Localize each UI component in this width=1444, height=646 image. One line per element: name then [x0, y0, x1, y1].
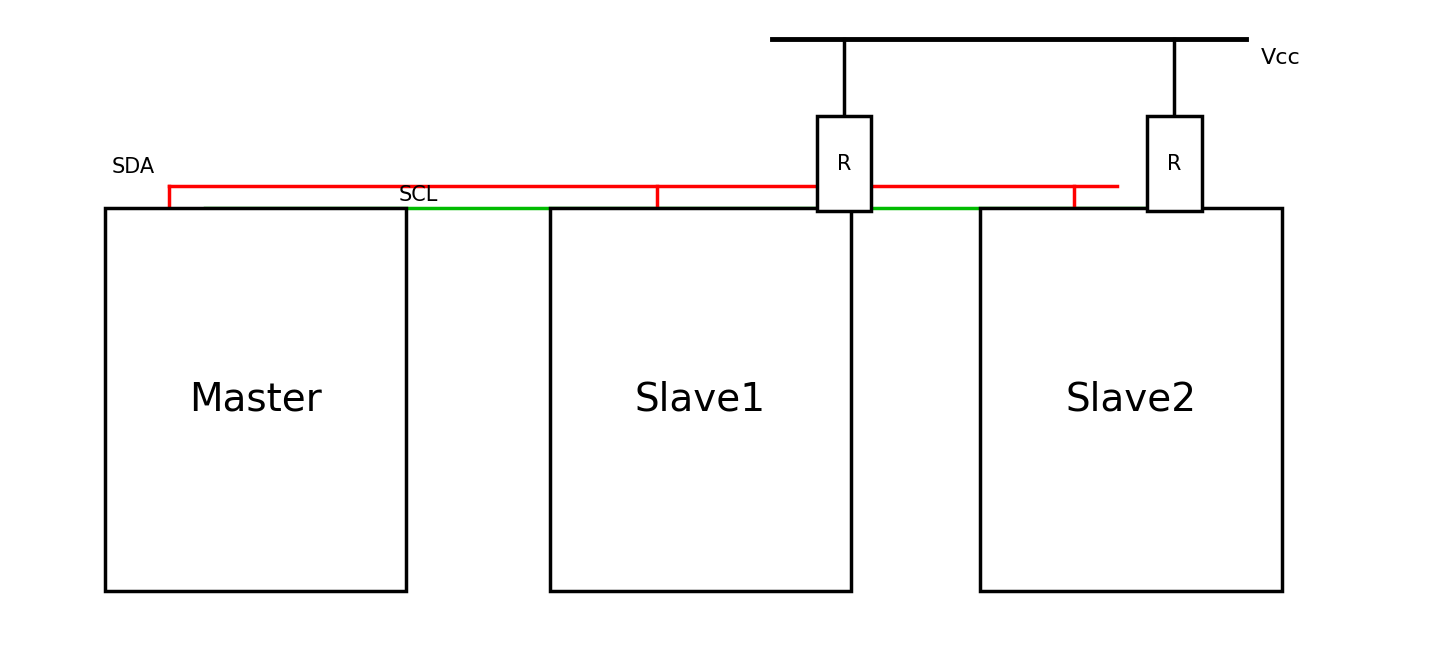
- Text: R: R: [838, 154, 851, 174]
- Bar: [980, 208, 1282, 591]
- Bar: [104, 208, 406, 591]
- Text: Slave1: Slave1: [635, 380, 765, 419]
- Text: SDA: SDA: [111, 157, 155, 177]
- Text: Slave2: Slave2: [1066, 380, 1197, 419]
- Text: Vcc: Vcc: [1261, 48, 1300, 68]
- Text: SCL: SCL: [399, 185, 439, 205]
- Bar: [1147, 116, 1201, 211]
- Text: R: R: [1167, 154, 1181, 174]
- Bar: [550, 208, 851, 591]
- Text: Master: Master: [189, 380, 322, 419]
- Bar: [817, 116, 871, 211]
